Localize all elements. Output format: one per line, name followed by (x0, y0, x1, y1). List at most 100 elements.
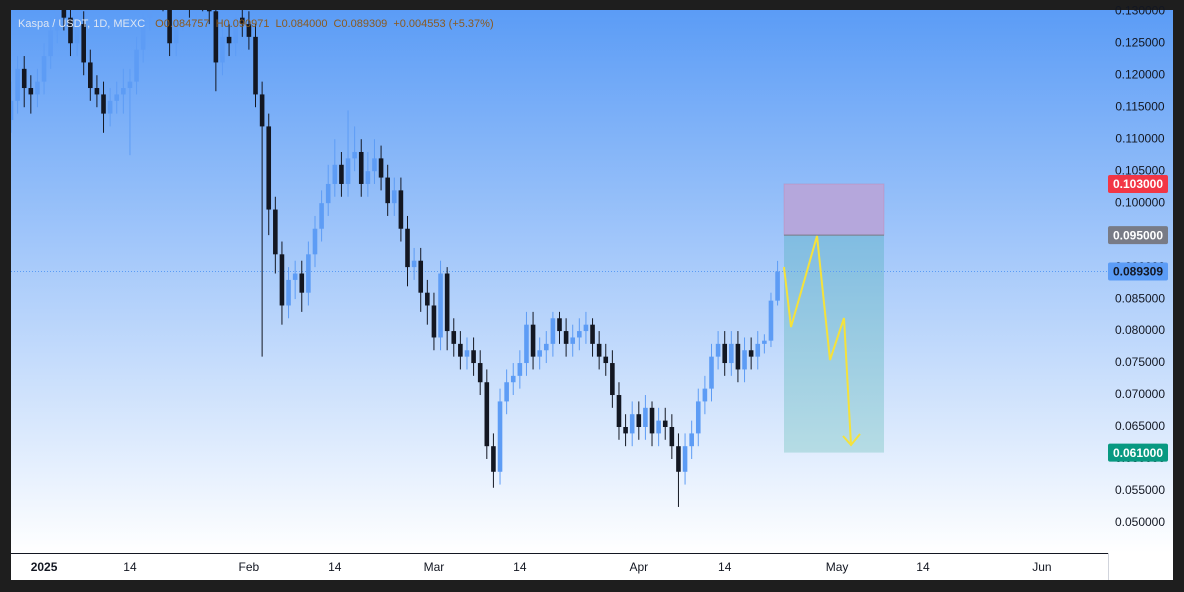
candle-body (497, 401, 503, 472)
candle-body (550, 318, 556, 344)
candle-body (173, 17, 179, 44)
candle-body (101, 94, 106, 114)
candle-body (762, 340, 767, 344)
y-tick-label: 0.120000 (1115, 67, 1165, 81)
candle-body (695, 401, 701, 434)
candle-body (114, 94, 120, 101)
x-tick-label: 2025 (31, 560, 58, 574)
candle-body (755, 343, 761, 357)
x-tick-label: May (826, 560, 849, 574)
x-tick-label: 14 (916, 560, 930, 574)
candle-body (28, 88, 34, 95)
candle-body (11, 100, 14, 121)
candle-body (570, 337, 576, 344)
forecast-path (783, 235, 852, 446)
header: Kaspa / USDT, 1D, MEXC O0.084757 H0.090971… (18, 18, 494, 30)
candle-body (312, 228, 318, 255)
ohlc-key: H (216, 18, 224, 30)
candle-body (41, 56, 47, 82)
candle-body (233, 17, 238, 44)
candle-body (332, 164, 338, 184)
candle-body (239, 17, 245, 25)
candle-body (292, 273, 298, 280)
candle-body (273, 209, 278, 255)
candle-body (669, 427, 675, 447)
candle-body (616, 395, 622, 428)
price-label: 0.095000 (1113, 228, 1163, 242)
change: +0.004553 (+5.37%) (393, 18, 493, 30)
candle-body (372, 158, 377, 172)
candle-body (411, 260, 417, 268)
candle-body (702, 388, 708, 402)
candle-body (649, 407, 655, 434)
candle-body (68, 17, 73, 44)
y-tick-label: 0.100000 (1115, 195, 1165, 209)
candle-body (524, 324, 529, 364)
candle-body (147, 10, 153, 18)
candle-body (775, 271, 780, 301)
candle-body (107, 100, 113, 114)
candle-body (735, 343, 741, 370)
candle-body (517, 363, 523, 376)
candle-body (563, 331, 569, 344)
price-axis: 0.0500000.0550000.0600000.0650000.070000… (1108, 3, 1168, 529)
candle-body (226, 36, 232, 44)
candle-body (464, 350, 470, 357)
candle-body (94, 88, 100, 95)
y-tick-label: 0.080000 (1115, 323, 1165, 337)
candle-body (748, 350, 754, 357)
candle-body (391, 190, 397, 204)
candle-body (365, 171, 371, 184)
candle-body (709, 356, 714, 389)
y-tick-label: 0.110000 (1115, 131, 1164, 145)
candle-body (35, 81, 40, 95)
y-tick-label: 0.105000 (1115, 163, 1165, 177)
candle-body (61, 10, 67, 18)
ohlc-value: 0.084000 (282, 18, 328, 30)
candle-body (54, 10, 60, 31)
candle-body (742, 350, 747, 370)
candle-body (339, 164, 344, 184)
y-tick-label: 0.055000 (1115, 483, 1165, 497)
candle-body (451, 331, 457, 344)
candle-body (543, 343, 549, 351)
plot-background (11, 10, 1173, 553)
ohlc-value: 0.089309 (341, 18, 387, 30)
candle-body (425, 292, 430, 306)
candle-body (266, 126, 272, 210)
candle-body (352, 151, 357, 159)
candle-body (306, 254, 311, 293)
candle-body (299, 273, 305, 293)
candle-body (253, 36, 258, 95)
y-tick-label: 0.130000 (1115, 3, 1165, 17)
x-tick-label: 14 (513, 560, 527, 574)
candle-body (577, 331, 582, 338)
y-tick-label: 0.125000 (1115, 35, 1165, 49)
candle-body (398, 190, 404, 229)
candle-body (471, 350, 476, 364)
candle-body (676, 446, 681, 472)
candle-body (715, 343, 721, 357)
target-zone (784, 235, 884, 453)
candle-body (596, 343, 602, 357)
candle-body (286, 279, 291, 306)
y-tick-label: 0.085000 (1115, 291, 1165, 305)
y-tick-label: 0.050000 (1115, 515, 1165, 529)
candle-body (431, 305, 437, 338)
candle-body (48, 30, 53, 57)
candle-body (623, 427, 628, 434)
x-tick-label: Mar (424, 560, 445, 574)
candle-body (444, 273, 450, 332)
candle-body (134, 49, 139, 82)
candle-body (220, 36, 225, 63)
time-axis-background (11, 553, 1173, 580)
y-tick-label: 0.075000 (1115, 355, 1165, 369)
candle-body (530, 324, 536, 357)
candle-body (729, 343, 734, 364)
candle-body (610, 363, 615, 396)
candle-body (682, 446, 688, 472)
candle-body (629, 414, 635, 434)
candle-body (438, 273, 443, 338)
candle-body (484, 382, 490, 447)
